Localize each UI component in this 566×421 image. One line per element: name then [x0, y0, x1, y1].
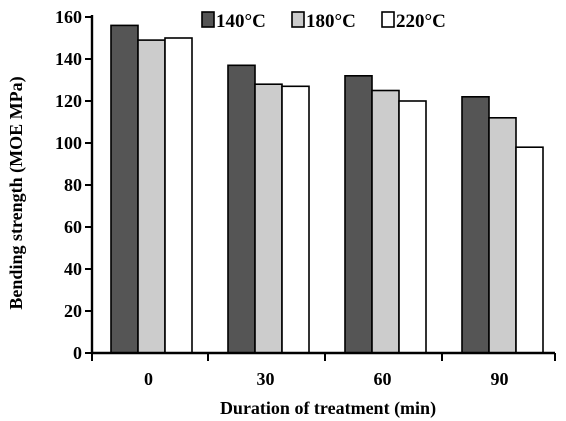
legend-swatch-3 [381, 11, 395, 28]
bar-90-series-1 [461, 96, 490, 354]
bar-30-series-2 [254, 83, 283, 354]
y-axis-title: Bending strength (MOE MPa) [6, 76, 27, 309]
bar-60-series-1 [344, 75, 373, 354]
bar-30-series-3 [281, 85, 310, 354]
y-tick-label-0: 0 [73, 343, 82, 363]
bar-90-series-3 [515, 146, 544, 354]
y-ticks-group: 0 20 40 60 80 100 120 140 160 [55, 7, 92, 363]
y-tick-label-120: 120 [55, 91, 82, 111]
x-tick-label-90: 90 [491, 369, 509, 389]
legend-label-1: 140°C [216, 11, 266, 32]
bar-0-series-2 [137, 39, 166, 354]
y-tick-label-80: 80 [64, 175, 82, 195]
legend: 140°C 180°C 220°C [201, 11, 446, 32]
y-tick-label-40: 40 [64, 259, 82, 279]
y-tick-label-160: 160 [55, 7, 82, 27]
x-tick-label-30: 30 [257, 369, 275, 389]
x-axis-title: Duration of treatment (min) [220, 398, 436, 419]
x-tick-label-60: 60 [374, 369, 392, 389]
x-tick-label-0: 0 [144, 369, 153, 389]
bar-60-series-3 [398, 100, 427, 354]
legend-swatch-2 [291, 11, 305, 28]
bar-60-series-2 [371, 89, 400, 354]
bars-group [110, 24, 544, 354]
bar-0-series-1 [110, 24, 139, 354]
y-tick-label-100: 100 [55, 133, 82, 153]
y-tick-label-140: 140 [55, 49, 82, 69]
y-tick-label-20: 20 [64, 301, 82, 321]
bar-90-series-2 [488, 117, 517, 354]
bar-30-series-1 [227, 64, 256, 354]
bar-0-series-3 [164, 37, 193, 354]
legend-swatch-1 [201, 11, 215, 28]
legend-label-3: 220°C [396, 11, 446, 32]
legend-label-2: 180°C [306, 11, 356, 32]
y-tick-label-60: 60 [64, 217, 82, 237]
x-ticks-group: 0 30 60 90 [91, 353, 556, 389]
